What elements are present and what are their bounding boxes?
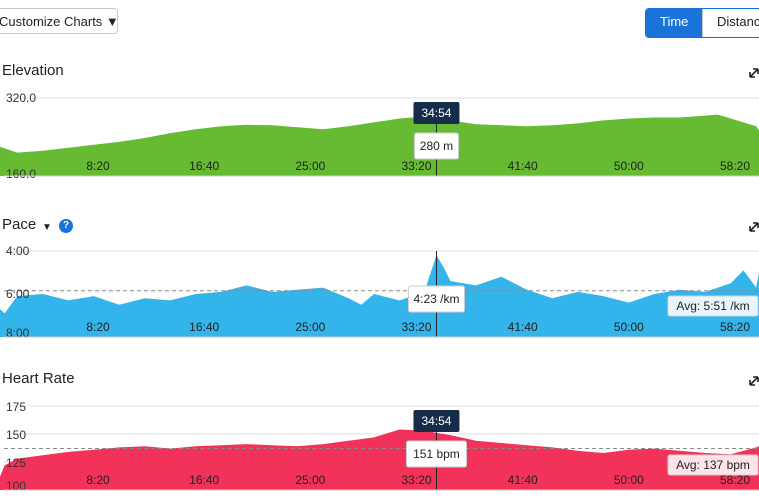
x-tick-label: 50:00 xyxy=(614,473,644,487)
y-tick-label: 175 xyxy=(6,400,26,414)
x-tick-label: 50:00 xyxy=(614,159,644,173)
heart-rate-chart[interactable]: 175 150 125 100 8:20 16:40 25:00 33:20 41:40 50:0… xyxy=(0,398,759,500)
expand-icon[interactable] xyxy=(749,376,759,386)
y-tick-label: 160.0 xyxy=(6,167,36,181)
y-tick-label: 320.0 xyxy=(6,91,36,105)
x-tick-label: 41:40 xyxy=(508,320,538,334)
x-tick-label: 33:20 xyxy=(401,320,431,334)
x-tick-label: 16:40 xyxy=(189,473,219,487)
x-tick-label: 33:20 xyxy=(401,159,431,173)
y-tick-label: 6:00 xyxy=(6,287,30,301)
time-distance-toggle: Time Distance xyxy=(645,8,759,38)
customize-charts-button[interactable]: Customize Charts ▼ xyxy=(0,8,119,34)
time-tooltip-box xyxy=(413,102,460,124)
x-tick-label: 25:00 xyxy=(295,320,325,334)
series-area xyxy=(0,114,759,176)
y-tick-label: 125 xyxy=(6,456,26,470)
x-tick-label: 58:20 xyxy=(720,159,750,173)
x-tick-label: 16:40 xyxy=(189,159,219,173)
x-tick-label: 8:20 xyxy=(86,159,110,173)
time-toggle-button[interactable]: Time xyxy=(646,9,702,37)
series-area xyxy=(0,255,759,337)
x-tick-label: 50:00 xyxy=(614,320,644,334)
series-area xyxy=(0,429,759,490)
heart-rate-title: Heart Rate xyxy=(2,370,75,387)
x-tick-label: 8:20 xyxy=(86,473,110,487)
value-tooltip-label: 4:23 /km xyxy=(413,292,459,306)
x-tick-label: 58:20 xyxy=(720,473,750,487)
average-label: Avg: 137 bpm xyxy=(676,458,750,472)
pace-title: Pace xyxy=(2,216,37,233)
value-tooltip-label: 151 bpm xyxy=(413,447,460,461)
elevation-title: Elevation xyxy=(2,62,64,79)
y-tick-label: 4:00 xyxy=(6,244,30,258)
time-tooltip-box xyxy=(413,410,460,432)
x-tick-label: 33:20 xyxy=(401,473,431,487)
help-icon[interactable]: ? xyxy=(59,219,73,233)
x-tick-label: 25:00 xyxy=(295,159,325,173)
expand-icon[interactable] xyxy=(749,68,759,78)
value-tooltip-box xyxy=(405,440,467,468)
chevron-down-icon[interactable]: ▼ xyxy=(42,222,52,233)
time-tooltip-label: 34:54 xyxy=(421,106,451,120)
value-tooltip-label: 280 m xyxy=(420,139,453,153)
x-tick-label: 25:00 xyxy=(295,473,325,487)
elevation-chart[interactable]: 320.0 160.0 8:20 16:40 25:00 33:20 41:40 50:00 5… xyxy=(0,91,759,182)
average-badge xyxy=(667,295,759,317)
x-tick-label: 41:40 xyxy=(508,159,538,173)
pace-chart[interactable]: 4:00 6:00 8:00 8:20 16:40 25:00 33:20 41:40 50:0… xyxy=(0,244,759,340)
x-tick-label: 8:20 xyxy=(86,320,110,334)
average-badge xyxy=(667,454,759,476)
x-tick-label: 16:40 xyxy=(189,320,219,334)
x-tick-label: 41:40 xyxy=(508,473,538,487)
y-tick-label: 100 xyxy=(6,479,26,493)
value-tooltip-box xyxy=(413,132,459,160)
y-tick-label: 8:00 xyxy=(6,326,30,340)
distance-toggle-button[interactable]: Distance xyxy=(702,9,759,37)
time-tooltip-label: 34:54 xyxy=(421,414,451,428)
y-tick-label: 150 xyxy=(6,428,26,442)
x-tick-label: 58:20 xyxy=(720,320,750,334)
average-label: Avg: 5:51 /km xyxy=(676,299,749,313)
expand-icon[interactable] xyxy=(749,222,759,232)
value-tooltip-box xyxy=(407,285,465,313)
